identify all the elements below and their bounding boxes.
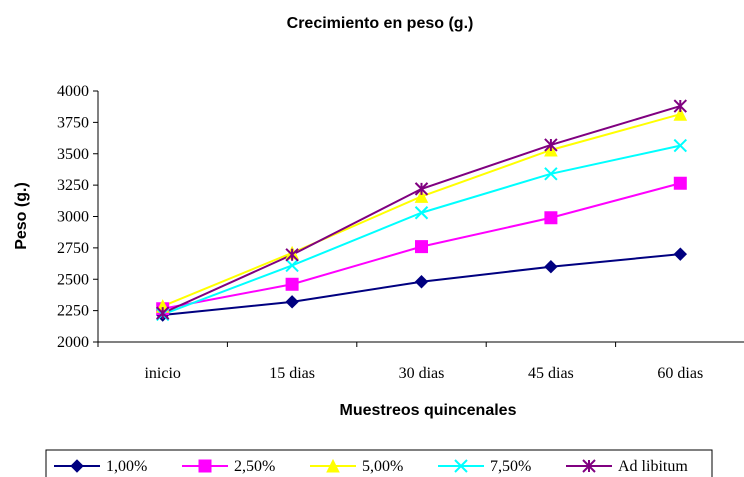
y-axis-title: Peso (g.) (13, 182, 30, 250)
y-tick-label: 2750 (57, 240, 89, 257)
data-point (155, 306, 170, 320)
data-point (673, 247, 688, 261)
x-tick-label: 45 dias (528, 365, 574, 382)
legend-label: 5,00% (362, 458, 403, 475)
data-point (414, 182, 429, 196)
data-point (414, 206, 429, 220)
legend-label: Ad libitum (618, 458, 688, 475)
data-point (285, 295, 299, 309)
data-point (285, 277, 299, 291)
data-point (414, 275, 429, 289)
legend-marker (454, 459, 468, 473)
x-axis-title: Muestreos quincenales (340, 402, 517, 419)
x-tick-label: 15 dias (269, 365, 315, 382)
y-tick-label: 3750 (57, 114, 89, 131)
series-line-3 (162, 144, 681, 316)
legend-label: 1,00% (106, 458, 147, 475)
data-point (415, 240, 428, 254)
y-tick-label: 4000 (57, 83, 89, 100)
x-ticks: inicio 15 dias 30 dias 45 dias 60 dias (97, 342, 703, 382)
y-tick-label: 3000 (57, 209, 89, 226)
series-markers (155, 99, 688, 322)
chart-title: Crecimiento en peso (g.) (287, 15, 474, 32)
legend-label: 2,50% (234, 458, 275, 475)
legend: 1,00% 2,50% 5,00% 7,50% Ad libitum (45, 449, 713, 477)
legend-label: 7,50% (490, 458, 531, 475)
data-point (673, 107, 688, 121)
legend-items: 1,00% 2,50% 5,00% 7,50% Ad libitum (54, 458, 688, 475)
data-point (544, 138, 558, 152)
legend-marker (70, 459, 84, 473)
data-point (673, 99, 688, 113)
data-point (414, 189, 429, 203)
legend-box (45, 449, 713, 477)
y-tick-label: 3500 (57, 146, 89, 163)
y-tick-label: 2000 (57, 334, 89, 351)
data-point (544, 167, 558, 181)
y-tick-label: 3250 (57, 177, 89, 194)
x-tick-label: 60 dias (657, 365, 703, 382)
x-tick-label: inicio (144, 365, 180, 382)
data-point (285, 248, 299, 262)
y-tick-label: 2500 (57, 271, 89, 288)
data-point (673, 176, 687, 190)
x-tick-label: 30 dias (399, 365, 445, 382)
data-point (285, 258, 299, 273)
legend-marker (582, 459, 596, 473)
plot-area: 2000 2250 2500 2750 3000 3250 3500 3750 4000 ini… (57, 83, 744, 382)
legend-marker (198, 459, 212, 473)
data-point (544, 259, 558, 274)
y-tick-label: 2250 (57, 303, 89, 320)
data-point (673, 138, 688, 153)
legend-marker (326, 458, 340, 473)
y-ticks: 2000 2250 2500 2750 3000 3250 3500 3750 4000 (57, 83, 98, 351)
data-point (544, 211, 558, 225)
